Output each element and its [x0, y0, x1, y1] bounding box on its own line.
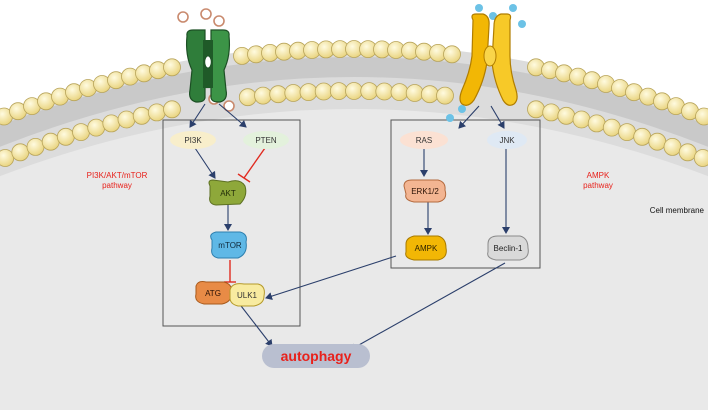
- lipid-head-inner: [542, 103, 561, 122]
- lipid-head-inner: [11, 143, 30, 162]
- lipid-head-inner: [375, 82, 394, 101]
- lipid-head-inner: [87, 118, 106, 137]
- lipid-head-inner: [360, 82, 379, 100]
- inhibition-arrows: [224, 147, 266, 283]
- lipid-head-inner: [254, 86, 272, 105]
- lipid-head-inner: [618, 123, 636, 142]
- lipid-head-inner: [163, 100, 181, 119]
- ampk-node: [405, 235, 447, 261]
- lipid-head-inner: [678, 143, 697, 162]
- beclin-node: [487, 235, 529, 261]
- pi3k-label: PI3K: [184, 136, 202, 145]
- lipid-head-inner: [693, 149, 708, 167]
- beclin-label: Beclin-1: [494, 244, 523, 253]
- akt-node: [208, 179, 247, 206]
- lipid-head-inner: [405, 84, 424, 102]
- receptor-right-icon: [446, 4, 526, 122]
- autophagy-label: autophagy: [281, 348, 352, 364]
- lipid-head-inner: [587, 114, 606, 133]
- lipid-head-inner: [345, 82, 363, 100]
- lipid-head-inner: [41, 132, 60, 151]
- pathway-left-title-line2: pathway: [102, 181, 132, 190]
- ampk-pathway-box: [390, 119, 541, 269]
- lipid-head-inner: [117, 110, 136, 129]
- pten-node: [243, 131, 289, 149]
- lipid-head-outer: [695, 107, 708, 126]
- lipid-head-inner: [390, 83, 409, 101]
- pi3k-node: [170, 131, 216, 149]
- lipid-head-inner: [284, 84, 303, 102]
- ulk1-label: ULK1: [237, 291, 258, 300]
- pathway-right-title-line2: pathway: [583, 181, 613, 190]
- lipid-head-inner: [557, 106, 576, 125]
- lipid-head-inner: [238, 88, 257, 107]
- ras-node: [400, 131, 448, 149]
- lipid-head-inner: [26, 137, 45, 156]
- receptor-left-icon: [177, 8, 235, 112]
- lipid-head-inner: [436, 86, 454, 105]
- lipid-head-inner: [572, 110, 591, 129]
- lipid-head-inner: [314, 82, 333, 101]
- pi3k-akt-mtor-pathway-box: [162, 119, 301, 327]
- pten-label: PTEN: [255, 136, 277, 145]
- lipid-head-inner: [329, 82, 348, 100]
- akt-label: AKT: [220, 189, 236, 198]
- connector-arrows: [189, 103, 510, 351]
- lipid-head-outer: [443, 45, 461, 64]
- lipid-head-inner: [132, 106, 151, 125]
- lipid-head-inner: [147, 103, 166, 122]
- lipid-head-inner: [56, 127, 75, 146]
- lipid-head-inner: [102, 114, 121, 133]
- lipid-head-inner: [72, 123, 90, 142]
- erk-label: ERK1/2: [411, 187, 439, 196]
- lipid-head-inner: [663, 137, 682, 156]
- cell-membrane-bilayer: [0, 40, 708, 177]
- pathway-right-title-line1: AMPK: [587, 171, 610, 180]
- pathway-left-title-line1: PI3K/AKT/mTOR: [87, 171, 148, 180]
- lipid-head-inner: [527, 100, 545, 119]
- lipid-head-inner: [269, 85, 288, 104]
- autophagy-node: [262, 344, 370, 368]
- jnk-label: JNK: [499, 136, 515, 145]
- lipid-head-outer: [163, 58, 181, 77]
- jnk-node: [487, 131, 527, 149]
- ulk1-node: [229, 283, 265, 307]
- atg-label: ATG: [205, 289, 221, 298]
- lipid-head-inner: [420, 85, 439, 104]
- lipid-head-inner: [633, 127, 652, 146]
- ras-label: RAS: [416, 136, 432, 145]
- lipid-head-inner: [648, 132, 667, 151]
- lipid-head-inner: [299, 83, 318, 101]
- mtor-label: mTOR: [218, 241, 242, 250]
- cell-membrane-label: Cell membrane: [650, 206, 705, 215]
- ampk-label: AMPK: [415, 244, 438, 253]
- erk-node: [403, 179, 447, 203]
- lipid-head-inner: [602, 118, 621, 137]
- mtor-node: [210, 231, 247, 259]
